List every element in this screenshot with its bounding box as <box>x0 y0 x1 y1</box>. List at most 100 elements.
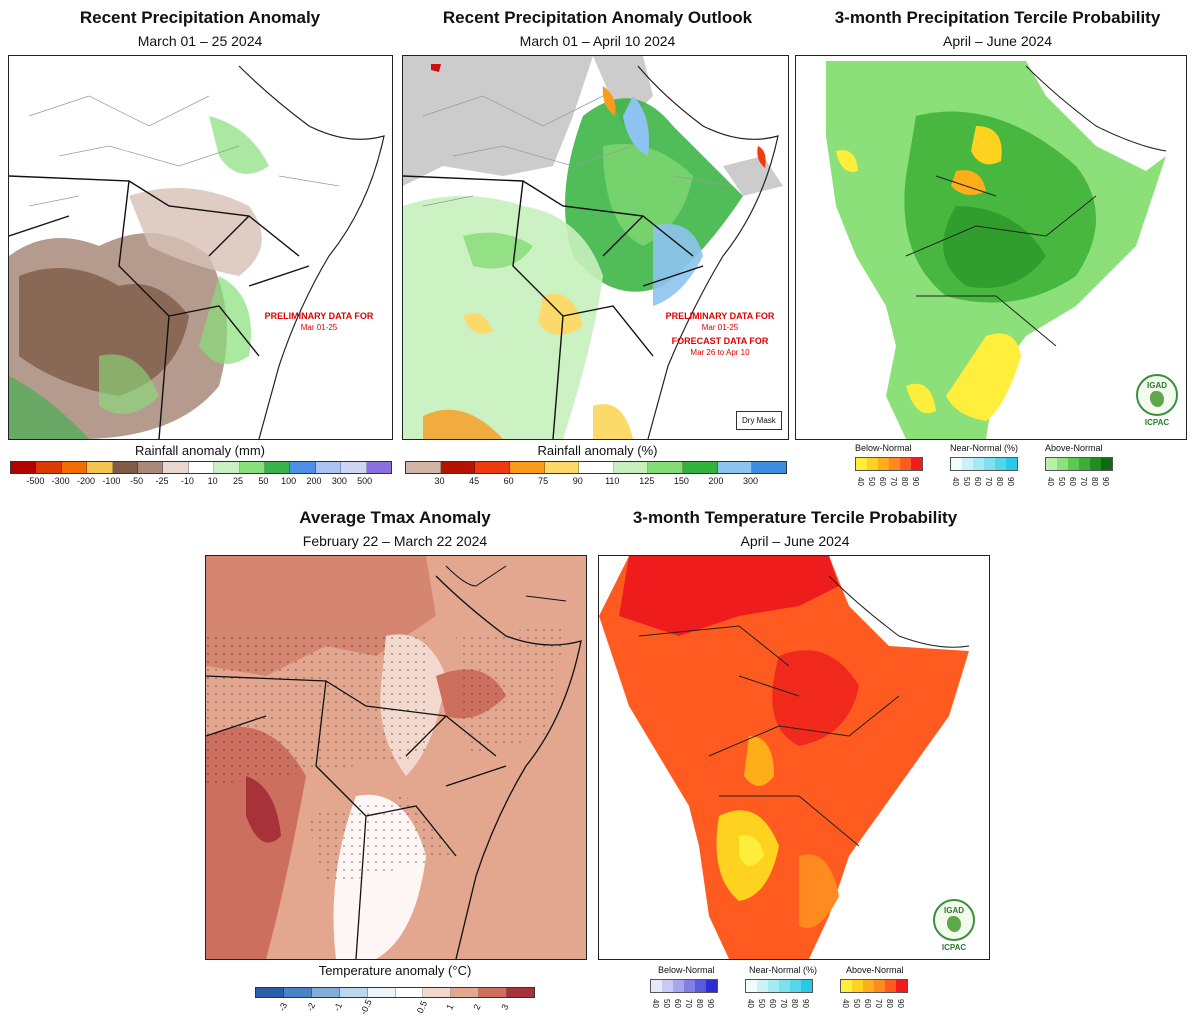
rainfall-mm-tick: -25 <box>155 476 169 486</box>
panel-subtitle: March 01 – 25 2024 <box>137 33 263 49</box>
temperature-tick: 2 <box>471 1002 483 1012</box>
panel-title: Average Tmax Anomaly <box>299 508 491 527</box>
rainfall-mm-swatch <box>11 462 37 473</box>
legend-above-num: 80 <box>884 999 894 1008</box>
rainfall-mm-tick: 50 <box>258 476 269 486</box>
legend-above-swatch <box>841 980 852 992</box>
temperature-swatch <box>423 988 452 997</box>
rainfall-pct-tick: 75 <box>538 476 549 486</box>
legend-above-swatches <box>840 979 908 993</box>
rainfall-mm-tick: -200 <box>76 476 96 486</box>
legend-near-swatch <box>790 980 801 992</box>
temperature-tick: -1 <box>332 1001 345 1013</box>
panel-tmax-anomaly: Average Tmax Anomaly February 22 – March… <box>195 500 595 1020</box>
temperature-swatch <box>256 988 284 997</box>
temperature-swatch <box>479 988 508 997</box>
legend-below-swatch <box>684 980 695 992</box>
legend-near-label: Near-Normal (%) <box>950 443 1019 453</box>
legend-above-num: 50 <box>851 999 861 1008</box>
rainfall-pct-swatch <box>475 462 510 473</box>
legend-near-swatch <box>962 458 973 470</box>
legend-above-swatches <box>1045 457 1113 471</box>
temperature-swatch <box>339 988 368 997</box>
legend-below-swatch <box>889 458 900 470</box>
temp-tercile-map: IGAD ICPAC <box>598 555 990 960</box>
legend-near-swatch <box>995 458 1006 470</box>
rainfall-pct-swatch <box>717 462 753 473</box>
dry-mask-legend: Dry Mask <box>736 411 782 430</box>
legend-near-num: 80 <box>994 477 1004 486</box>
legend-below-swatch <box>911 458 922 470</box>
logo-top-text: IGAD <box>1147 381 1167 390</box>
rainfall-mm-swatch <box>138 462 164 473</box>
panel-title: Recent Precipitation Anomaly <box>79 8 321 27</box>
legend-above-swatch <box>885 980 896 992</box>
temperature-ticks: -3 -2 -1 -0.5 0.5 1 2 3 <box>255 998 533 1016</box>
note-sub: Mar 01-25 <box>300 323 338 332</box>
preliminary-forecast-note: PRELIMINARY DATA FOR Mar 01-25 FORECAST … <box>655 311 785 358</box>
precip-tercile-map: IGAD ICPAC <box>795 55 1187 440</box>
rainfall-mm-swatch <box>239 462 266 473</box>
rainfall-mm-swatch <box>214 462 240 473</box>
rainfall-mm-tick: -500 <box>26 476 45 486</box>
legend-below-swatch <box>706 980 717 992</box>
rainfall-pct-swatch <box>683 462 718 473</box>
legend-near-num: 70 <box>778 999 788 1008</box>
legend-near-swatch <box>746 980 757 992</box>
legend-above-num: 40 <box>1045 477 1055 486</box>
temperature-swatch <box>367 988 396 997</box>
legend-below-label: Below-Normal <box>855 443 912 453</box>
legend-above-num: 40 <box>840 999 850 1008</box>
rainfall-mm-ticks: -500 -300 -200 -100 -50 -25 -10 10 25 50 100 200 300… <box>10 476 390 488</box>
rainfall-mm-swatch <box>112 462 139 473</box>
note-sub: Mar 01-25 <box>701 323 739 332</box>
legend-above-swatch <box>1101 458 1112 470</box>
legend-above-swatch <box>852 980 863 992</box>
precip-tercile-legend: Below-Normal 40 50 60 70 80 90 Near-Normal (%… <box>855 443 1185 498</box>
legend-below-label: Below-Normal <box>658 965 715 975</box>
legend-below-num: 40 <box>855 477 865 486</box>
rainfall-mm-swatch <box>87 462 113 473</box>
legend-near-num: 50 <box>756 999 766 1008</box>
legend-above-swatch <box>863 980 874 992</box>
temperature-tick: -2 <box>304 1001 317 1013</box>
legend-below-num: 70 <box>888 477 898 486</box>
legend-near-swatch <box>757 980 768 992</box>
rainfall-mm-swatch <box>265 462 291 473</box>
rainfall-mm-tick: 500 <box>357 476 373 486</box>
legend-near-swatch <box>951 458 962 470</box>
rainfall-pct-colorbar <box>405 461 787 474</box>
rainfall-pct-tick: 45 <box>469 476 480 486</box>
note-forecast-main: FORECAST DATA FOR <box>671 336 769 346</box>
rainfall-mm-tick: 25 <box>232 476 244 486</box>
legend-above-num: 60 <box>1067 477 1077 486</box>
legend-below-num: 80 <box>694 999 704 1008</box>
rainfall-mm-tick: -100 <box>102 476 121 486</box>
rainfall-mm-swatch <box>188 462 215 473</box>
temperature-tick: 1 <box>444 1002 456 1012</box>
rainfall-mm-colorbar <box>10 461 392 474</box>
legend-below-swatch <box>673 980 684 992</box>
legend-near-num: 50 <box>961 477 971 486</box>
legend-near-num: 40 <box>745 999 755 1008</box>
legend-below-swatch <box>856 458 867 470</box>
rainfall-pct-swatch <box>544 462 580 473</box>
legend-near-num: 90 <box>1005 477 1015 486</box>
legend-below-num: 40 <box>650 999 660 1008</box>
rainfall-pct-tick: 110 <box>605 476 620 486</box>
rainfall-anomaly-map: PRELIMINARY DATA FOR Mar 01-25 <box>8 55 393 440</box>
legend-above-num: 90 <box>895 999 905 1008</box>
panel-title: 3-month Precipitation Tercile Probabilit… <box>834 8 1161 27</box>
legend-below-swatch <box>878 458 889 470</box>
legend-above-num: 80 <box>1089 477 1099 486</box>
legend-near-num: 70 <box>983 477 993 486</box>
igad-icpac-logo: IGAD ICPAC <box>931 899 977 952</box>
note-forecast-sub: Mar 26 to Apr 10 <box>690 348 750 357</box>
rainfall-mm-swatch <box>290 462 316 473</box>
legend-below-num: 60 <box>672 999 682 1008</box>
legend-near-swatch <box>984 458 995 470</box>
rainfall-mm-tick: 200 <box>306 476 322 486</box>
note-main: PRELIMINARY DATA FOR <box>264 311 374 321</box>
rainfall-pct-swatch <box>509 462 545 473</box>
legend-above-swatch <box>1090 458 1101 470</box>
